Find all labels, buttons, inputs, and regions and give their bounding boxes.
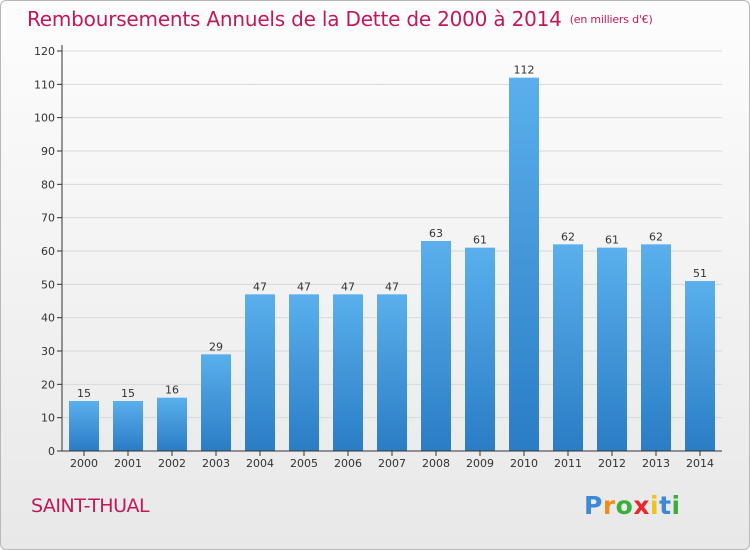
y-tick-label: 60 — [41, 245, 55, 258]
bar-2012 — [597, 247, 627, 451]
x-tick-label: 2010 — [510, 457, 538, 470]
labels: 15 15 16 29 47 47 47 47 63 61 112 62 61 62 51 — [77, 64, 707, 400]
data-label: 62 — [561, 230, 575, 243]
data-label: 62 — [649, 230, 663, 243]
chart-title: Remboursements Annuels de la Dette de 20… — [27, 7, 653, 31]
data-label: 15 — [121, 387, 135, 400]
x-tick-label: 2002 — [158, 457, 186, 470]
bar-2014 — [685, 281, 715, 451]
bar-2009 — [465, 247, 495, 451]
bar-2013 — [641, 244, 671, 451]
bars — [69, 77, 715, 452]
axes: 0 10 20 30 40 50 60 70 80 90 100 110 120 2000 2001 2002… — [34, 45, 722, 470]
proxiti-logo: Proxiti — [584, 491, 681, 520]
chart-title-text: Remboursements Annuels de la Dette de 20… — [27, 7, 562, 31]
x-tick-label: 2004 — [246, 457, 274, 470]
x-tick-label: 2011 — [554, 457, 582, 470]
data-label: 29 — [209, 340, 223, 353]
data-label: 51 — [693, 267, 707, 280]
bar-2001 — [113, 401, 143, 451]
bar-2002 — [157, 397, 187, 451]
x-tick-label: 2009 — [466, 457, 494, 470]
commune-name: SAINT-THUAL — [31, 495, 150, 517]
data-label: 112 — [514, 64, 535, 77]
data-label: 61 — [605, 234, 619, 247]
y-tick-label: 30 — [41, 345, 55, 358]
x-tick-label: 2013 — [642, 457, 670, 470]
unit-label: (en milliers d'€) — [569, 13, 653, 26]
data-label: 47 — [253, 280, 267, 293]
x-tick-label: 2001 — [114, 457, 142, 470]
x-tick-label: 2003 — [202, 457, 230, 470]
data-label: 16 — [165, 384, 179, 397]
x-tick-label: 2007 — [378, 457, 406, 470]
y-tick-label: 70 — [41, 212, 55, 225]
bar-2007 — [377, 294, 407, 451]
x-tick-label: 2006 — [334, 457, 362, 470]
y-tick-label: 10 — [41, 412, 55, 425]
y-tick-label: 20 — [41, 378, 55, 391]
bar-2004 — [245, 294, 275, 451]
bar-2003 — [201, 354, 231, 451]
data-label: 61 — [473, 234, 487, 247]
data-label: 47 — [341, 280, 355, 293]
y-tick-label: 120 — [34, 45, 55, 58]
y-tick-label: 0 — [48, 445, 55, 458]
y-tick-label: 110 — [34, 78, 55, 91]
data-label: 63 — [429, 227, 443, 240]
x-tick-label: 2014 — [686, 457, 714, 470]
bar-2000 — [69, 401, 99, 451]
y-tick-label: 90 — [41, 145, 55, 158]
data-label: 47 — [385, 280, 399, 293]
bar-2006 — [333, 294, 363, 451]
data-label: 47 — [297, 280, 311, 293]
x-tick-label: 2000 — [70, 457, 98, 470]
bar-2005 — [289, 294, 319, 451]
x-tick-label: 2005 — [290, 457, 318, 470]
bar-2011 — [553, 244, 583, 451]
bar-2010 — [509, 77, 539, 452]
y-tick-label: 100 — [34, 112, 55, 125]
x-tick-label: 2012 — [598, 457, 626, 470]
x-tick-label: 2008 — [422, 457, 450, 470]
y-tick-label: 50 — [41, 278, 55, 291]
data-label: 15 — [77, 387, 91, 400]
bar-2008 — [421, 241, 451, 451]
y-tick-label: 80 — [41, 178, 55, 191]
y-tick-label: 40 — [41, 312, 55, 325]
